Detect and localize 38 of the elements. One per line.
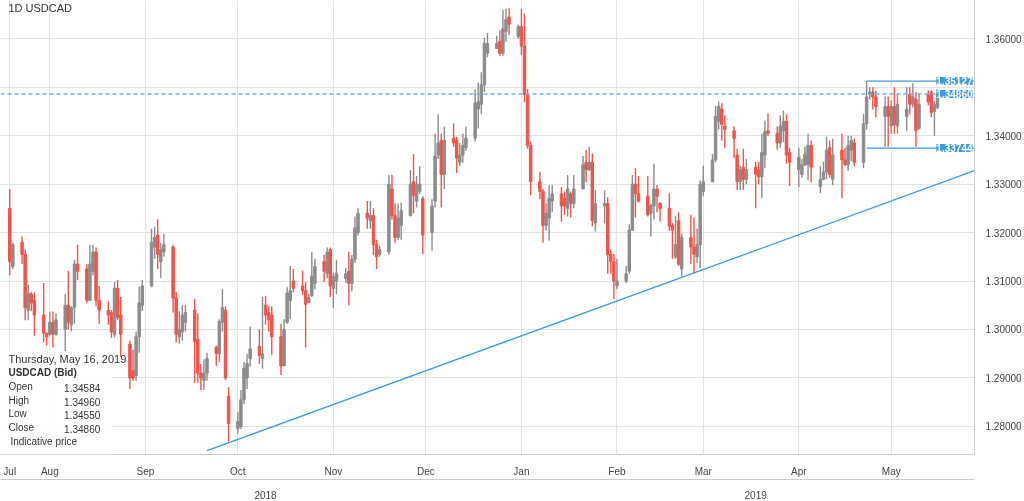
annotation: High (8, 394, 30, 406)
y-tick-label: 1.32000 (985, 227, 1023, 239)
x-tick-label: Sep (136, 465, 155, 477)
x-tick-label: Feb (608, 465, 627, 477)
x-tick-label: Nov (324, 465, 343, 477)
annotation: 1.34960 (64, 396, 101, 408)
annotation: Open (8, 381, 33, 393)
annotation: 1.34550 (64, 410, 101, 422)
x2-tick-label: 2019 (744, 489, 768, 501)
x-tick-label: Jul (3, 465, 17, 477)
x2-tick-label: 2018 (254, 489, 278, 501)
annotation: USDCAD (Bid) (8, 367, 77, 379)
annotation: Close (8, 422, 35, 434)
y-tick-label: 1.31000 (985, 276, 1023, 288)
y-tick-label: 1.34000 (985, 130, 1023, 142)
y-tick-label: 1.28000 (985, 421, 1023, 433)
y-tick-label: 1.30000 (985, 324, 1023, 336)
y-tick-label: 1.29000 (985, 372, 1023, 384)
y-tick-label: 1.33000 (985, 179, 1023, 191)
x-tick-label: Dec (416, 465, 435, 477)
candlestick (180, 304, 185, 342)
annotation: Thursday, May 16, 2019 (8, 352, 127, 365)
ref-line-label: 1.34860 (936, 89, 973, 101)
x-tick-label: May (881, 465, 901, 477)
chart-title: 1D USDCAD (8, 2, 73, 15)
series-label: 1.35127 (936, 76, 973, 88)
series-label: 1.33744 (936, 143, 973, 155)
x-tick-label: Apr (791, 465, 808, 477)
annotation: 1.34860 (64, 424, 101, 436)
x-tick-label: Oct (230, 465, 246, 477)
annotation: Indicative price (10, 435, 78, 447)
x-tick-label: Jan (513, 465, 530, 477)
x-tick-label: Mar (694, 465, 713, 477)
x-tick-label: Aug (40, 465, 59, 477)
y-tick-label: 1.36000 (985, 33, 1023, 45)
annotation: 1.34584 (64, 383, 101, 395)
annotation: Low (8, 408, 28, 420)
candlestick (778, 114, 783, 149)
